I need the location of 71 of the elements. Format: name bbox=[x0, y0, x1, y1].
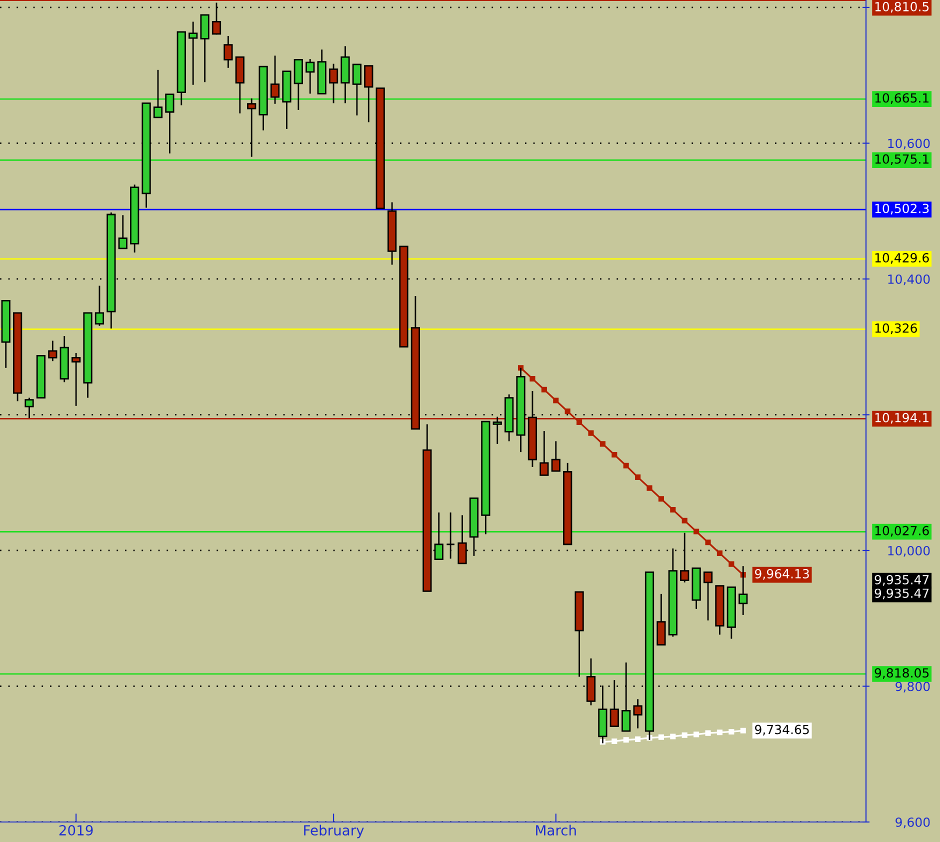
candlestick bbox=[72, 352, 81, 407]
point bbox=[658, 734, 664, 740]
point bbox=[716, 550, 722, 556]
point bbox=[705, 540, 711, 546]
ref-line-label: 10,502.3 bbox=[875, 204, 929, 214]
candlestick bbox=[492, 416, 502, 445]
candlestick bbox=[656, 593, 666, 646]
y-tick-label: 10,600 bbox=[888, 138, 930, 150]
x-tick-label: 2019 bbox=[59, 825, 93, 836]
candlestick bbox=[118, 214, 128, 250]
ref-line-label: 10,326 bbox=[875, 323, 917, 334]
y-tick-label: 9,800 bbox=[896, 682, 930, 692]
point bbox=[682, 732, 688, 738]
candlestick bbox=[294, 59, 303, 111]
candlestick bbox=[703, 572, 713, 622]
y-tick-label: 9,600 bbox=[896, 817, 930, 828]
point bbox=[612, 452, 618, 458]
ref-line-label: 10,575.1 bbox=[875, 154, 929, 166]
point bbox=[658, 496, 664, 502]
ref-line-label: 10,429.6 bbox=[875, 253, 929, 264]
point bbox=[612, 738, 618, 744]
candlestick bbox=[224, 35, 233, 69]
candlestick bbox=[633, 698, 642, 730]
ref-line-label: 10,810.5 bbox=[875, 2, 929, 13]
candlestick bbox=[200, 14, 210, 83]
candlestick bbox=[48, 340, 58, 362]
point bbox=[600, 441, 606, 447]
point bbox=[623, 737, 629, 743]
point bbox=[740, 728, 746, 734]
data-label: 9,734.65 bbox=[755, 724, 809, 736]
point bbox=[530, 376, 536, 382]
point bbox=[635, 474, 641, 480]
candlestick bbox=[188, 21, 198, 86]
point bbox=[670, 506, 676, 513]
candlestick bbox=[270, 54, 280, 105]
point bbox=[564, 408, 570, 414]
text: 9,935.47 bbox=[874, 588, 929, 600]
ref-line-label: 10,194.1 bbox=[875, 412, 929, 424]
candlestick bbox=[364, 65, 374, 123]
point bbox=[682, 518, 688, 524]
candlestick bbox=[352, 64, 362, 116]
point bbox=[694, 732, 700, 738]
point bbox=[553, 398, 559, 404]
point bbox=[705, 730, 711, 736]
point bbox=[670, 734, 676, 740]
y-tick-label: 10,400 bbox=[888, 274, 930, 286]
point bbox=[728, 561, 734, 567]
candlestick bbox=[306, 58, 315, 94]
candlestick bbox=[24, 397, 34, 419]
point bbox=[646, 485, 652, 491]
point bbox=[541, 386, 547, 392]
point bbox=[588, 430, 594, 436]
ref-line-label: 10,027.6 bbox=[875, 526, 929, 537]
point bbox=[694, 528, 700, 534]
candlestick bbox=[94, 285, 104, 327]
candlestick bbox=[328, 63, 338, 104]
point bbox=[716, 730, 722, 736]
y-tick-label: 10,000 bbox=[888, 546, 930, 557]
point bbox=[576, 419, 582, 425]
candlestick bbox=[551, 440, 560, 472]
candlestick bbox=[153, 69, 163, 118]
ref-line-label: 9,818.05 bbox=[874, 668, 929, 679]
ref-line-label: 10,665.1 bbox=[875, 93, 929, 104]
point bbox=[728, 728, 734, 734]
text: 9,935.47 bbox=[874, 574, 929, 586]
data-label: 9,964.13 bbox=[755, 569, 809, 580]
point bbox=[635, 736, 641, 742]
candlestick bbox=[540, 430, 549, 476]
x-tick-label: February bbox=[304, 824, 364, 838]
point bbox=[623, 462, 629, 468]
x-tick-label: March bbox=[536, 824, 576, 836]
